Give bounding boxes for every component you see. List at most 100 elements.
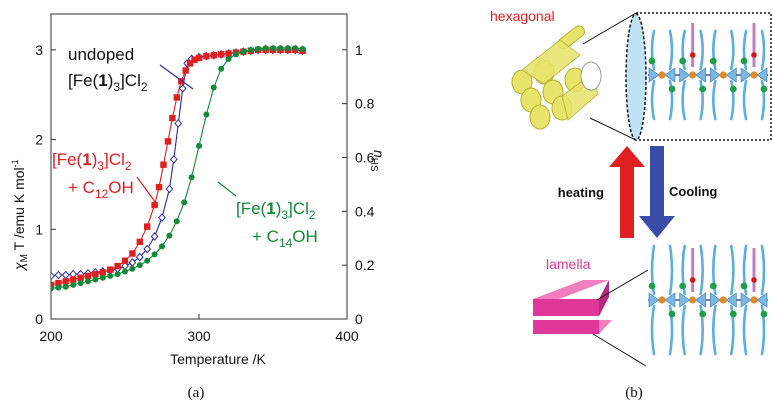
triazole-ligand — [664, 67, 676, 83]
data-point — [158, 213, 166, 222]
triazole-ligand — [679, 292, 691, 308]
hydroxyl-oxygen — [751, 277, 757, 283]
alkyl-chain — [650, 79, 656, 121]
series-layer — [51, 45, 307, 292]
axis-ticks — [50, 49, 348, 320]
cooling-label: Cooling — [669, 184, 717, 199]
data-point — [233, 51, 239, 58]
data-point — [247, 46, 254, 53]
c14-leader-line — [217, 181, 237, 197]
triazole-ligand — [679, 67, 691, 83]
chloride-ion — [729, 85, 737, 93]
cooling-arrow — [639, 146, 675, 238]
y-right-tick-label: 0.4 — [355, 203, 375, 219]
data-point — [196, 142, 202, 149]
chloride-ion — [648, 57, 656, 65]
zoom-line-top — [582, 12, 637, 45]
data-point — [92, 276, 99, 283]
data-point — [84, 272, 92, 280]
alkyl-chain — [699, 304, 704, 356]
data-point — [210, 84, 217, 91]
data-point — [107, 266, 114, 273]
data-point — [203, 52, 210, 60]
data-point — [51, 285, 54, 292]
alkyl-chain — [681, 29, 686, 71]
alkyl-chain — [760, 304, 766, 356]
y-axis-label-left: χM T /emu K mol-1 — [10, 159, 30, 272]
data-point — [225, 50, 232, 57]
data-point — [191, 56, 198, 63]
svg-text:+ C14OH: + C14OH — [252, 227, 318, 250]
data-point — [173, 94, 180, 101]
alkyl-chain — [681, 244, 686, 296]
alkyl-chain — [712, 244, 717, 296]
chloride-ion — [740, 57, 748, 65]
panel-label-a: (a) — [188, 385, 205, 401]
data-point — [182, 67, 189, 74]
data-point — [270, 45, 276, 52]
alkyl-chain — [699, 79, 704, 121]
y-right-tick-label: 0.2 — [355, 257, 375, 273]
triazole-ligand — [710, 67, 721, 83]
panel-label-b: (b) — [625, 385, 643, 401]
iron-center — [750, 71, 758, 79]
x-tick-label: 200 — [39, 328, 63, 344]
data-point — [62, 283, 69, 290]
svg-text:[Fe(1)3]Cl2: [Fe(1)3]Cl2 — [68, 71, 148, 94]
y-right-tick-label: 1 — [355, 42, 363, 58]
data-point — [151, 251, 158, 258]
alkyl-chain — [742, 244, 748, 296]
zoom-line-bottom — [589, 117, 637, 141]
heating-arrow — [609, 146, 645, 238]
chloride-ion — [760, 310, 768, 318]
alkyl-chain — [668, 79, 674, 121]
c12-leader-line — [136, 176, 159, 207]
data-point — [129, 265, 136, 272]
iron-center — [658, 296, 666, 304]
data-point — [136, 262, 143, 269]
y-right-tick-label: 0.8 — [355, 96, 375, 112]
data-point — [240, 48, 247, 55]
triazole-ligand — [740, 292, 752, 308]
alkyl-chain — [699, 244, 704, 296]
y-tick-label: 0 — [35, 311, 43, 327]
triazole-ligand — [725, 67, 737, 83]
alkyl-chain — [730, 304, 735, 356]
data-point — [107, 272, 114, 279]
iron-center — [750, 296, 758, 304]
triazole-ligand — [710, 292, 721, 308]
data-point — [218, 65, 225, 72]
data-point — [210, 52, 217, 59]
data-point — [255, 45, 262, 52]
chloride-ion — [679, 282, 687, 290]
triazole-ligand — [740, 67, 752, 83]
svg-text:undoped: undoped — [68, 45, 134, 64]
lamella-slabs — [533, 280, 612, 334]
iron-center — [719, 71, 727, 79]
data-point — [150, 232, 159, 241]
data-point — [122, 268, 128, 275]
data-point — [143, 244, 152, 254]
data-point — [155, 183, 163, 191]
hydroxyl-oxygen — [751, 52, 757, 58]
hydroxyl-oxygen — [689, 277, 696, 283]
data-point — [135, 252, 144, 262]
data-point — [129, 250, 136, 257]
data-point — [51, 271, 55, 281]
chloride-ion — [679, 57, 687, 65]
annotation-undoped: undoped [Fe(1)3]Cl2 — [68, 45, 194, 94]
lamella-zoom-line-bottom — [592, 333, 647, 367]
x-axis-label: Temperature /K — [170, 351, 266, 367]
data-point — [85, 278, 91, 285]
alkyl-chain — [668, 29, 674, 71]
data-point — [299, 45, 306, 52]
data-point — [173, 218, 180, 225]
svg-text:[Fe(1)3]Cl2: [Fe(1)3]Cl2 — [52, 150, 132, 173]
data-point — [262, 45, 269, 52]
chloride-ion — [760, 85, 768, 93]
heating-label: heating — [558, 185, 604, 200]
data-point — [61, 270, 70, 280]
